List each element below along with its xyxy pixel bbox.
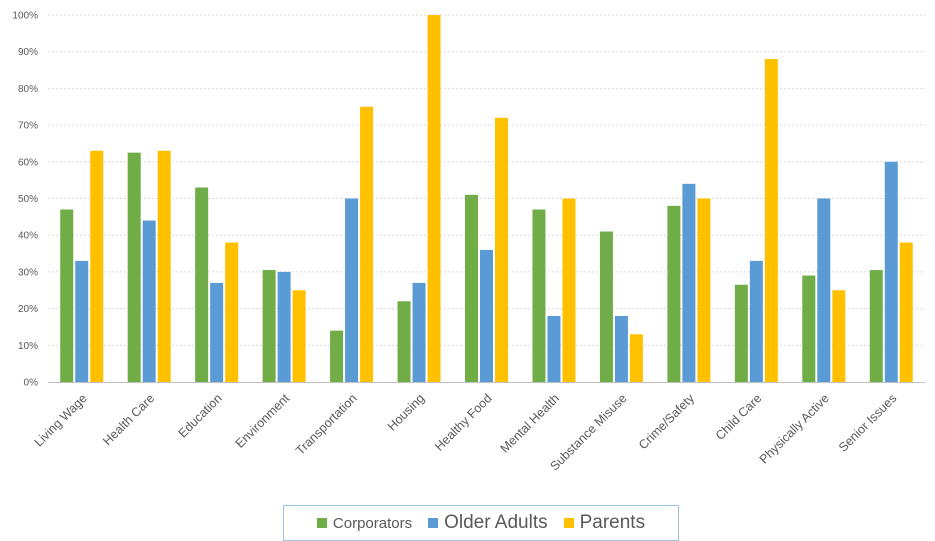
legend: Corporators Older Adults Parents — [283, 505, 679, 541]
bar-older-adults — [210, 282, 224, 382]
bar-parents — [90, 150, 104, 382]
x-tick-label: Physically Active — [757, 391, 832, 466]
bar-parents — [427, 15, 441, 382]
bar-corporators — [465, 194, 478, 382]
bar-corporators — [734, 284, 748, 382]
x-tick-label: Healthy Food — [432, 391, 495, 454]
bar-older-adults — [142, 220, 156, 382]
bar-parents — [697, 198, 711, 382]
x-tick-label: Senior Issues — [836, 391, 899, 454]
bar-older-adults — [277, 271, 291, 382]
bar-parents — [832, 290, 846, 382]
y-tick-label: 90% — [18, 47, 38, 58]
bar-older-adults — [817, 198, 831, 382]
x-tick-label: Substance Misuse — [547, 391, 629, 473]
bar-corporators — [802, 275, 816, 382]
bar-older-adults — [884, 161, 898, 382]
bar-corporators — [869, 270, 883, 382]
y-tick-label: 20% — [18, 304, 38, 315]
bar-parents — [899, 242, 913, 382]
y-tick-label: 100% — [12, 11, 38, 22]
bar-parents — [764, 59, 778, 382]
bar-parents — [157, 150, 171, 382]
bar-older-adults — [682, 183, 696, 382]
y-tick-label: 30% — [18, 267, 38, 278]
bar-older-adults — [412, 282, 426, 382]
x-tick-label: Living Wage — [32, 391, 90, 449]
y-tick-label: 0% — [24, 378, 39, 389]
bar-older-adults — [749, 260, 763, 382]
bar-corporators — [397, 301, 411, 382]
y-tick-label: 10% — [18, 341, 38, 352]
chart-plot: 0% 10% 20% 30% 40% 50% 60% 70% 80% 90% 100% Living … — [12, 11, 925, 473]
x-tick-label: Crime/Safety — [636, 391, 698, 453]
legend-label-older-adults: Older Adults — [444, 512, 548, 533]
legend-swatch-corporators — [316, 518, 327, 528]
bar-corporators — [330, 330, 344, 382]
y-tick-label: 70% — [18, 121, 38, 132]
y-tick-label: 60% — [18, 157, 38, 168]
bar-older-adults — [75, 260, 89, 382]
legend-label-parents: Parents — [579, 512, 646, 533]
bar-corporators — [667, 205, 681, 382]
x-tick-label: Transportation — [293, 391, 360, 458]
legend-item-corporators: Corporators — [316, 514, 413, 532]
bar-parents — [292, 290, 306, 382]
y-tick-label: 80% — [18, 84, 38, 95]
bar-older-adults — [547, 315, 561, 382]
y-tick-label: 40% — [18, 231, 38, 242]
bar-older-adults — [345, 198, 359, 382]
y-tick-label: 50% — [18, 194, 38, 205]
x-tick-label: Housing — [385, 391, 427, 433]
bar-older-adults — [614, 315, 628, 382]
x-tick-label: Mental Health — [498, 391, 562, 455]
bar-parents — [629, 334, 643, 382]
bar-corporators — [127, 152, 141, 382]
x-tick-label: Environment — [233, 391, 293, 451]
legend-swatch-older-adults — [428, 518, 439, 528]
bar-parents — [562, 198, 576, 382]
x-tick-label: Child Care — [713, 391, 765, 443]
bar-corporators — [60, 209, 74, 382]
legend-label-corporators: Corporators — [332, 514, 413, 532]
bar-parents — [225, 242, 239, 382]
bar-corporators — [599, 231, 613, 382]
x-tick-label: Health Care — [100, 391, 157, 448]
bar-parents — [495, 117, 508, 382]
bar-corporators — [532, 209, 546, 382]
bar-corporators — [262, 270, 276, 382]
x-tick-label: Education — [176, 391, 225, 440]
legend-item-older-adults: Older Adults — [428, 512, 548, 534]
legend-item-parents: Parents — [563, 512, 646, 534]
legend-swatch-parents — [563, 518, 574, 528]
bar-parents — [360, 106, 374, 382]
bar-corporators — [195, 187, 209, 382]
bar-older-adults — [480, 249, 493, 382]
